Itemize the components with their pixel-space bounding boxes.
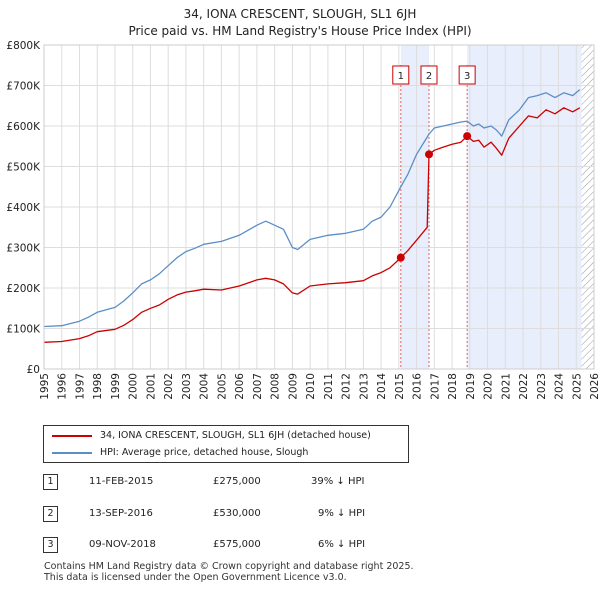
footer: Contains HM Land Registry data © Crown c… bbox=[44, 561, 414, 583]
x-tick-label-2003: 2003 bbox=[181, 373, 193, 400]
y-tick-label-3: £300K bbox=[6, 243, 41, 255]
x-tick-label-1999: 1999 bbox=[110, 373, 122, 400]
x-tick-label-2013: 2013 bbox=[358, 373, 370, 400]
x-tick-label-2000: 2000 bbox=[128, 373, 140, 400]
chart-title-address: 34, IONA CRESCENT, SLOUGH, SL1 6JH bbox=[183, 7, 417, 21]
chart-legend: 34, IONA CRESCENT, SLOUGH, SL1 6JH (deta… bbox=[43, 425, 409, 463]
transaction-date-2: 13-SEP-2016 bbox=[89, 508, 153, 519]
transaction-number-3: 3 bbox=[43, 537, 58, 553]
transaction-date-1: 11-FEB-2015 bbox=[89, 476, 154, 487]
x-tick-label-2002: 2002 bbox=[163, 373, 175, 400]
x-tick-label-2018: 2018 bbox=[447, 373, 459, 400]
x-tick-label-2006: 2006 bbox=[234, 373, 246, 400]
y-tick-label-6: £600K bbox=[6, 121, 41, 133]
transaction-number-1: 1 bbox=[43, 474, 58, 490]
x-tick-label-2020: 2020 bbox=[483, 373, 495, 400]
plot-frame bbox=[43, 44, 595, 370]
x-tick-label-2016: 2016 bbox=[412, 373, 424, 400]
x-tick-label-2017: 2017 bbox=[429, 373, 441, 400]
legend-label-hpi: HPI: Average price, detached house, Slou… bbox=[100, 447, 309, 458]
transaction-hpi-1: 39% ↓ HPI bbox=[311, 476, 365, 487]
y-tick-label-2: £200K bbox=[6, 283, 41, 295]
x-tick-label-2026: 2026 bbox=[589, 373, 600, 400]
transaction-price-1: £275,000 bbox=[213, 476, 261, 487]
transaction-price-2: £530,000 bbox=[213, 508, 261, 519]
sale-box-label-1: 1 bbox=[398, 71, 404, 82]
sale-box-label-2: 2 bbox=[426, 71, 432, 82]
x-tick-label-2014: 2014 bbox=[376, 373, 388, 400]
legend-line-red bbox=[52, 434, 92, 437]
x-tick-label-2001: 2001 bbox=[145, 373, 157, 400]
legend-label-property: 34, IONA CRESCENT, SLOUGH, SL1 6JH (deta… bbox=[100, 430, 371, 441]
y-tick-label-1: £100K bbox=[6, 324, 41, 336]
sale-point-1 bbox=[396, 253, 405, 262]
series-line-1 bbox=[43, 107, 581, 343]
footer-licence: This data is licensed under the Open Gov… bbox=[44, 572, 347, 583]
legend-line-blue bbox=[52, 451, 92, 454]
sale-point-3 bbox=[463, 132, 472, 141]
transaction-number-2: 2 bbox=[43, 506, 58, 522]
x-tick-label-1996: 1996 bbox=[57, 373, 69, 400]
series-line-2 bbox=[43, 89, 581, 328]
x-tick-label-2021: 2021 bbox=[500, 373, 512, 400]
x-tick-label-2015: 2015 bbox=[394, 373, 406, 400]
x-tick-label-2011: 2011 bbox=[323, 373, 335, 400]
x-tick-label-1997: 1997 bbox=[74, 373, 86, 400]
x-tick-label-2022: 2022 bbox=[518, 373, 530, 400]
x-tick-label-2008: 2008 bbox=[270, 373, 282, 400]
x-tick-label-2007: 2007 bbox=[252, 373, 264, 400]
y-tick-label-8: £800K bbox=[6, 40, 41, 52]
x-tick-label-2004: 2004 bbox=[199, 373, 211, 400]
x-tick-label-2005: 2005 bbox=[216, 373, 228, 400]
x-tick-label-2023: 2023 bbox=[536, 373, 548, 400]
x-tick-label-2009: 2009 bbox=[287, 373, 299, 400]
transaction-hpi-2: 9% ↓ HPI bbox=[318, 508, 366, 519]
footer-copyright: Contains HM Land Registry data © Crown c… bbox=[44, 561, 414, 572]
sale-box-3 bbox=[458, 65, 476, 85]
transaction-hpi-3: 6% ↓ HPI bbox=[318, 539, 366, 550]
sale-point-2 bbox=[425, 150, 433, 159]
y-tick-label-4: £400K bbox=[6, 202, 41, 214]
y-tick-label-5: £500K bbox=[6, 162, 41, 174]
y-tick-label-7: £700K bbox=[6, 81, 41, 93]
legend-item-hpi: HPI: Average price, detached house, Slou… bbox=[52, 445, 308, 461]
transaction-date-3: 09-NOV-2018 bbox=[89, 539, 156, 550]
x-tick-label-2024: 2024 bbox=[554, 373, 566, 400]
x-tick-label-2019: 2019 bbox=[465, 373, 477, 400]
legend-item-property: 34, IONA CRESCENT, SLOUGH, SL1 6JH (deta… bbox=[52, 428, 371, 444]
price-chart: 1 2 3 £0 £100K £200K £300K £400K £500K £600K £700… bbox=[6, 40, 600, 400]
y-tick-label-0: £0 bbox=[27, 364, 40, 376]
x-tick-label-2025: 2025 bbox=[571, 373, 583, 400]
x-tick-label-2012: 2012 bbox=[341, 373, 353, 400]
x-tick-label-1998: 1998 bbox=[92, 373, 104, 400]
sale-box-2 bbox=[420, 65, 438, 85]
chart-subtitle: Price paid vs. HM Land Registry's House … bbox=[128, 24, 472, 38]
sale-box-label-3: 3 bbox=[464, 71, 470, 82]
x-tick-label-1995: 1995 bbox=[39, 373, 51, 400]
sale-box-1 bbox=[392, 65, 410, 85]
x-tick-label-2010: 2010 bbox=[305, 373, 317, 400]
chart-title: 34, IONA CRESCENT, SLOUGH, SL1 6JH Price… bbox=[0, 6, 600, 40]
transaction-price-3: £575,000 bbox=[213, 539, 261, 550]
